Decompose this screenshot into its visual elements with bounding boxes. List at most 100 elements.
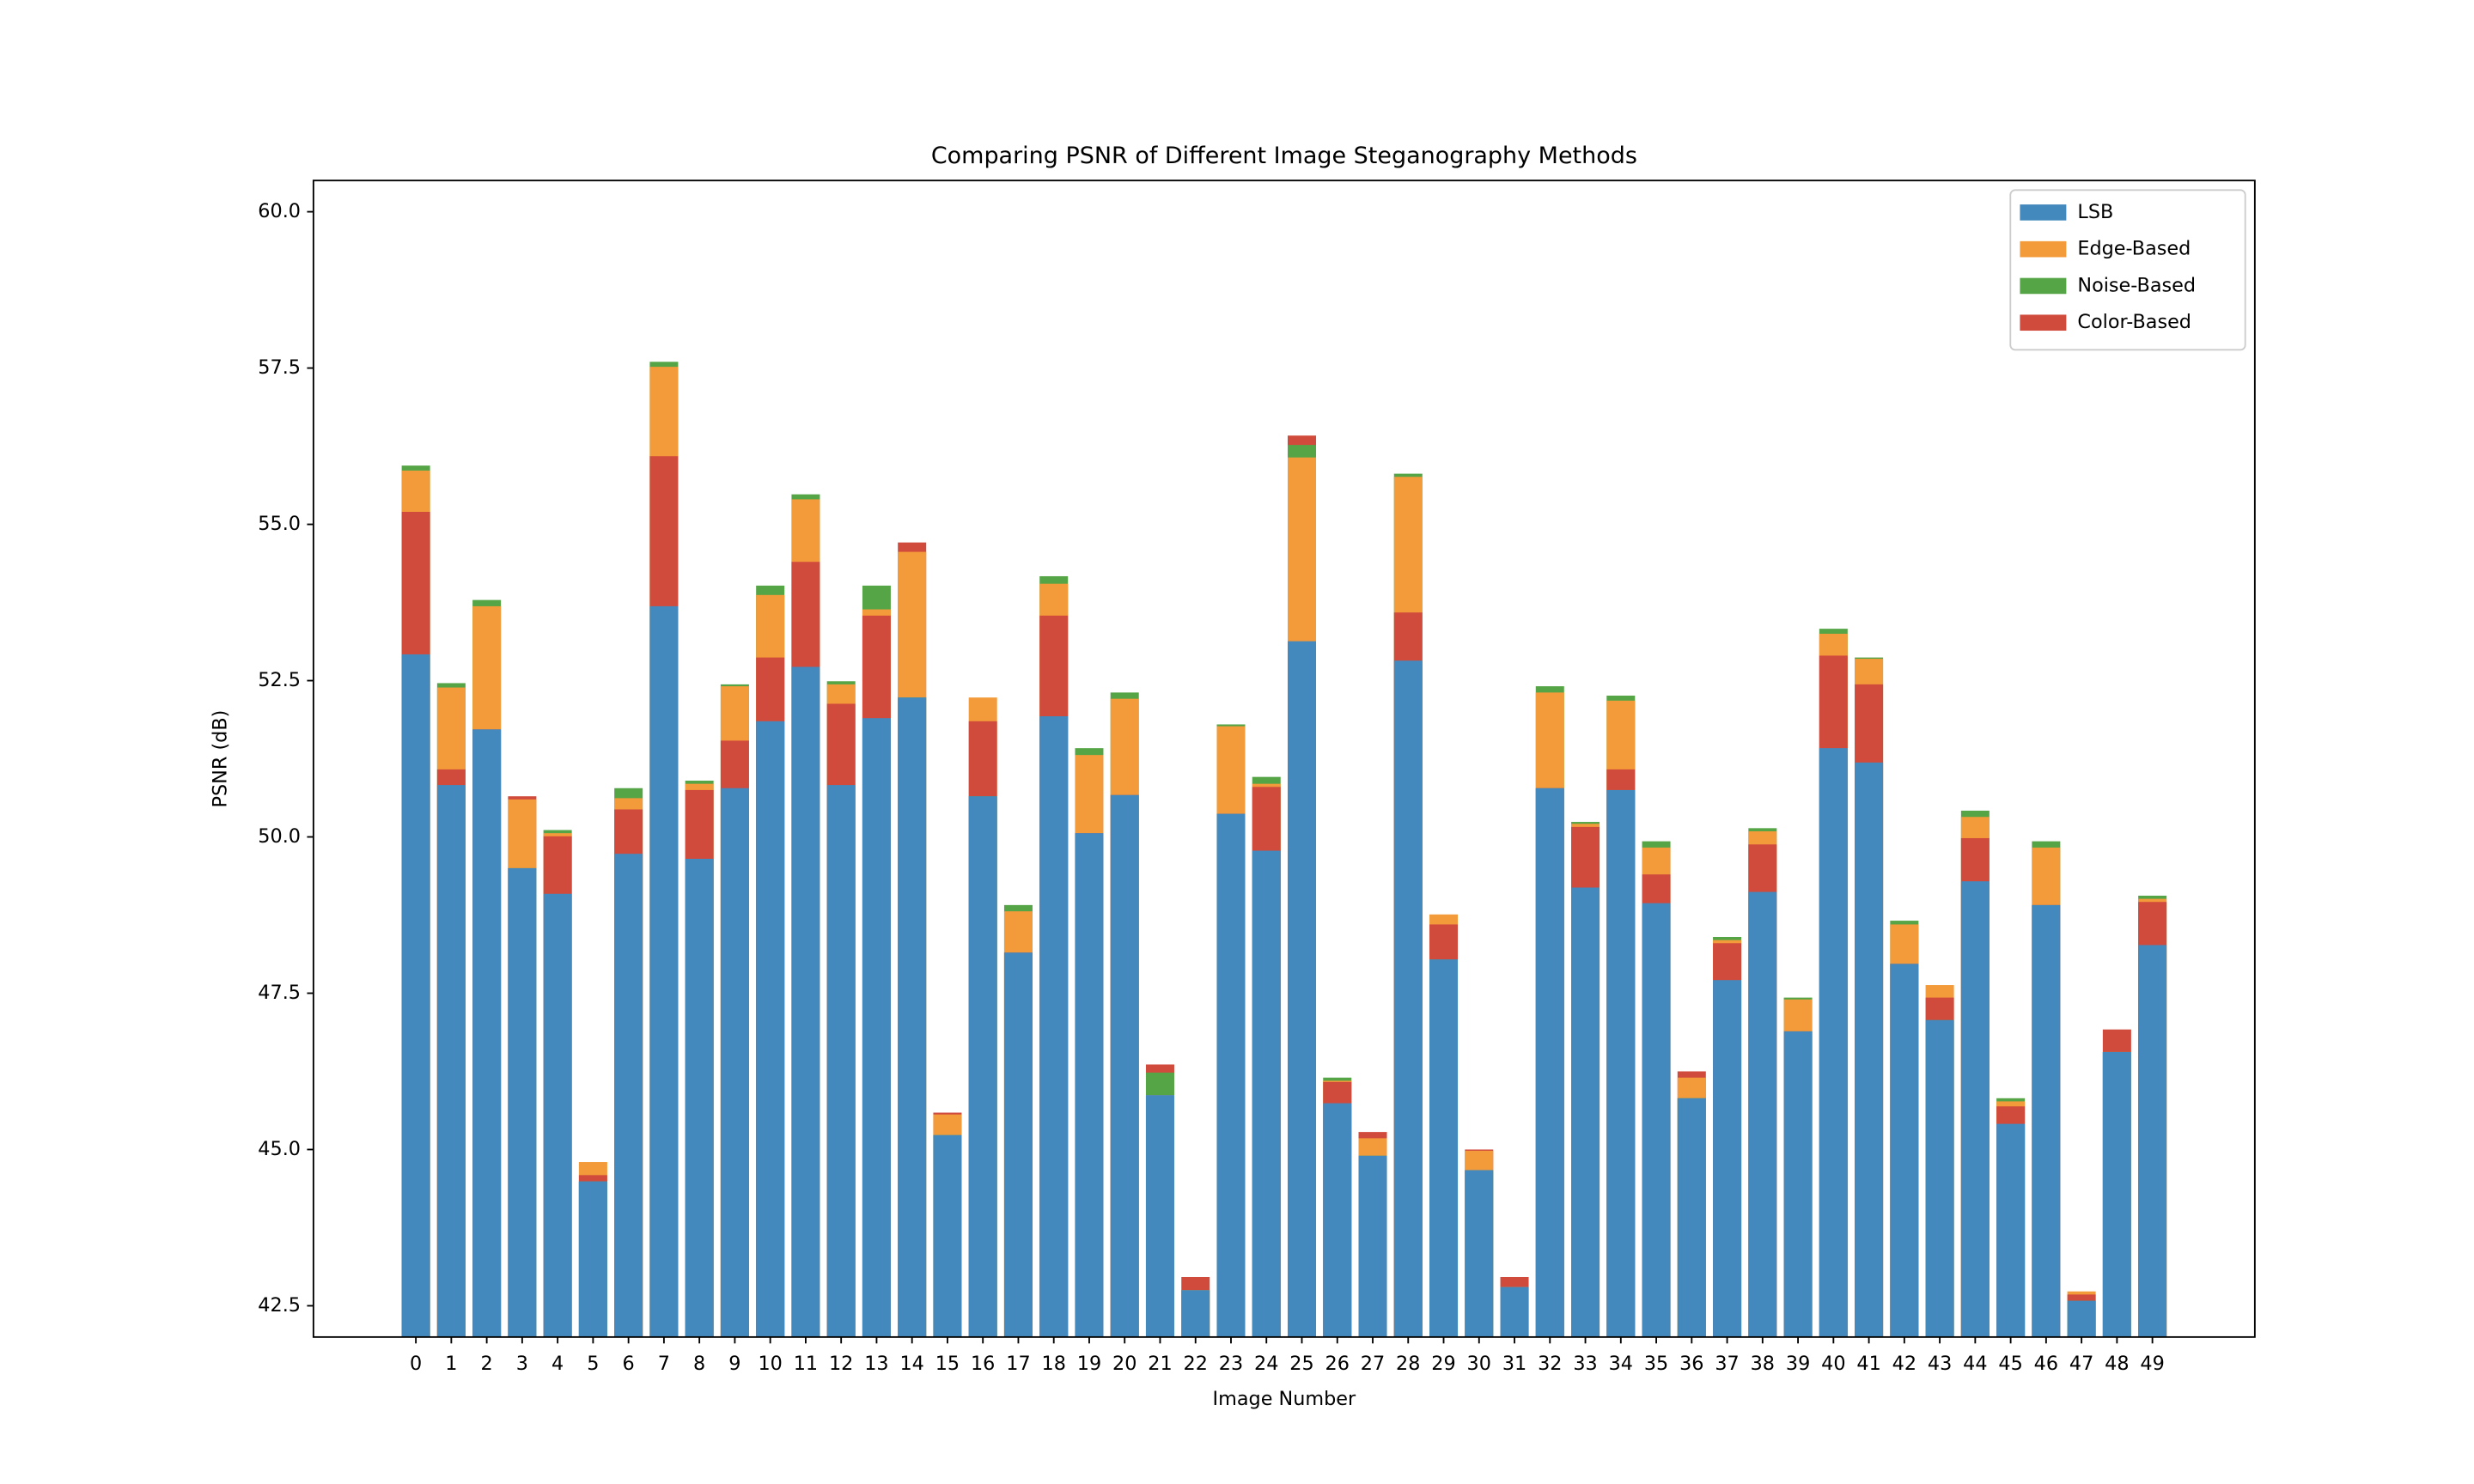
bar: [1677, 1098, 1706, 1337]
bar: [1855, 762, 1884, 1337]
x-tick-label: 3: [516, 1353, 528, 1375]
bar: [1748, 891, 1777, 1337]
x-tick-label: 11: [794, 1353, 818, 1375]
bar: [1323, 1103, 1352, 1337]
legend-label: LSB: [2077, 201, 2113, 223]
x-tick-label: 5: [587, 1353, 599, 1375]
bar: [1145, 1095, 1174, 1337]
x-tick-label: 49: [2140, 1353, 2164, 1375]
bar: [685, 859, 714, 1337]
bar: [1429, 959, 1459, 1337]
y-tick-label: 42.5: [258, 1294, 301, 1317]
chart-title: Comparing PSNR of Different Image Stegan…: [931, 143, 1637, 169]
x-tick-label: 6: [623, 1353, 635, 1375]
bar: [1819, 748, 1848, 1337]
bar: [1287, 641, 1317, 1337]
x-tick-label: 27: [1361, 1353, 1385, 1375]
legend-label: Color-Based: [2077, 311, 2191, 333]
legend-box: [2009, 189, 2246, 351]
x-tick-label: 8: [693, 1353, 705, 1375]
bar: [1713, 980, 1742, 1337]
bar: [791, 666, 820, 1337]
bar: [862, 718, 891, 1337]
bar: [1960, 881, 1990, 1337]
x-tick-label: 44: [1963, 1353, 1987, 1375]
x-tick-label: 39: [1786, 1353, 1810, 1375]
x-tick-label: 9: [728, 1353, 740, 1375]
bar: [1996, 1123, 2026, 1337]
x-axis-label: Image Number: [1213, 1388, 1356, 1410]
x-tick-label: 43: [1928, 1353, 1952, 1375]
bar: [2067, 1300, 2096, 1337]
legend-swatch: [2020, 204, 2067, 221]
bar: [2138, 945, 2167, 1337]
bar: [1535, 788, 1564, 1337]
y-axis-label: PSNR (dB): [209, 710, 231, 808]
legend-swatch: [2020, 277, 2067, 295]
bar: [1925, 1019, 1954, 1337]
bar: [508, 867, 537, 1337]
y-tick-label: 60.0: [258, 200, 301, 222]
x-tick-label: 21: [1148, 1353, 1172, 1375]
x-tick-label: 29: [1431, 1353, 1455, 1375]
y-tick-label: 57.5: [258, 356, 301, 379]
x-tick-label: 41: [1856, 1353, 1880, 1375]
y-tick-label: 52.5: [258, 669, 301, 691]
bar: [1358, 1155, 1387, 1337]
bar: [436, 785, 466, 1337]
x-tick-label: 36: [1679, 1353, 1703, 1375]
bar: [1606, 789, 1636, 1337]
x-tick-label: 1: [445, 1353, 457, 1375]
x-tick-label: 42: [1892, 1353, 1916, 1375]
x-tick-label: 33: [1573, 1353, 1597, 1375]
x-tick-label: 12: [829, 1353, 853, 1375]
bar: [1642, 903, 1671, 1337]
bar: [933, 1134, 962, 1337]
bar: [1216, 813, 1246, 1337]
x-tick-label: 38: [1751, 1353, 1775, 1375]
bar: [472, 729, 502, 1337]
legend-swatch: [2020, 314, 2067, 331]
x-tick-label: 35: [1644, 1353, 1668, 1375]
axes-frame: [312, 179, 2256, 1338]
y-tick-label: 55.0: [258, 513, 301, 535]
x-tick-label: 15: [935, 1353, 960, 1375]
x-tick-label: 45: [1998, 1353, 2022, 1375]
x-tick-label: 18: [1042, 1353, 1066, 1375]
legend-label: Edge-Based: [2077, 238, 2191, 260]
bar: [1181, 1290, 1210, 1337]
bar: [1783, 1031, 1813, 1337]
y-tick-label: 45.0: [258, 1138, 301, 1160]
bar: [1252, 850, 1281, 1337]
x-tick-label: 22: [1184, 1353, 1208, 1375]
x-tick-label: 32: [1538, 1353, 1562, 1375]
bar: [401, 654, 430, 1337]
bar: [1571, 887, 1600, 1337]
x-tick-label: 37: [1715, 1353, 1739, 1375]
bar: [1890, 964, 1919, 1337]
x-tick-label: 10: [758, 1353, 782, 1375]
bar: [1003, 952, 1033, 1337]
x-tick-label: 30: [1467, 1353, 1491, 1375]
x-tick-label: 46: [2034, 1353, 2058, 1375]
bar: [1110, 794, 1139, 1337]
x-tick-label: 48: [2105, 1353, 2129, 1375]
x-tick-label: 31: [1502, 1353, 1526, 1375]
x-tick-label: 26: [1325, 1353, 1350, 1375]
legend-swatch: [2020, 240, 2067, 258]
x-tick-label: 19: [1077, 1353, 1101, 1375]
bar: [826, 785, 856, 1337]
x-tick-label: 0: [410, 1353, 422, 1375]
x-tick-label: 28: [1396, 1353, 1420, 1375]
x-tick-label: 13: [864, 1353, 888, 1375]
bar: [968, 796, 997, 1337]
x-tick-label: 16: [971, 1353, 995, 1375]
bar: [578, 1181, 607, 1337]
plot-area: [401, 362, 2167, 1337]
bar: [1039, 716, 1069, 1337]
x-tick-label: 25: [1289, 1353, 1313, 1375]
x-tick-label: 17: [1006, 1353, 1030, 1375]
bar: [2032, 904, 2061, 1337]
